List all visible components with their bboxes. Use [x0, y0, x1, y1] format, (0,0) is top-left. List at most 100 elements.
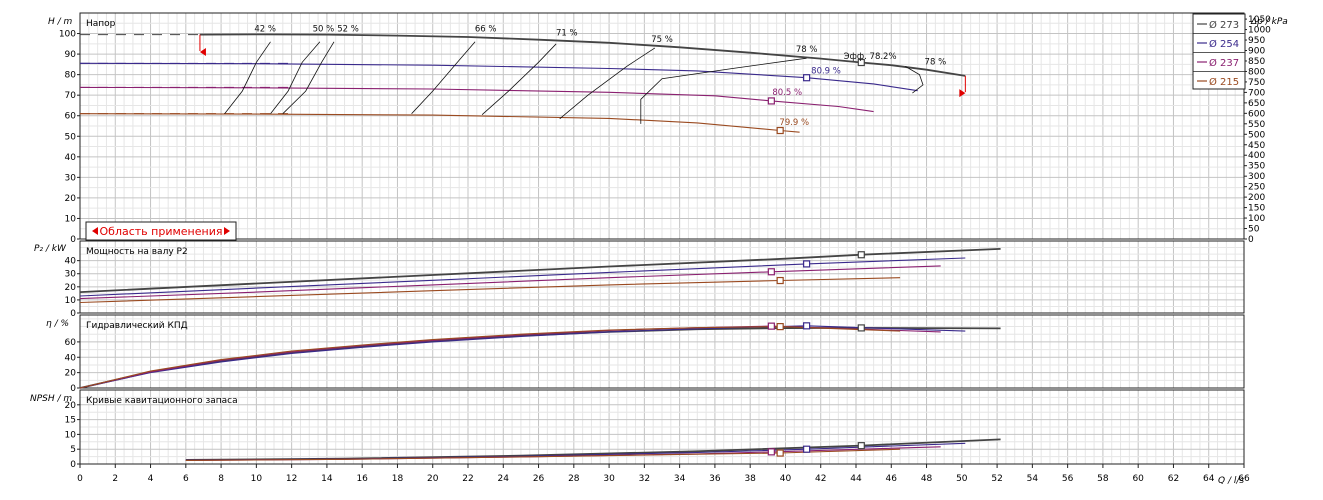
x-tick-label: 4	[148, 474, 154, 484]
x-tick-label: 8	[218, 474, 224, 484]
series-line	[79, 265, 941, 300]
x-tick-label: 58	[1097, 474, 1109, 484]
series-line	[79, 326, 901, 389]
right-tick-label: 900	[1248, 47, 1265, 57]
x-tick-label: 38	[744, 474, 756, 484]
right-tick-label: 700	[1248, 88, 1265, 98]
x-tick-label: 30	[603, 474, 615, 484]
y-tick-label: 60	[65, 112, 77, 122]
x-tick-label: 40	[780, 474, 792, 484]
curve-point-label: 79.9 %	[779, 118, 809, 128]
curve-layer	[79, 33, 1001, 461]
annotation-layer: 42 % 50 % 52 % 66 % 71 % 75 % 78 % Эфф. 78.2% 78…	[199, 24, 966, 128]
panel-frame	[79, 389, 1245, 465]
pressure-y-axis-label: Δp / kPa	[1250, 17, 1288, 27]
flow-x-axis-label: Q / l/s	[1218, 476, 1244, 486]
right-tick-label: 400	[1248, 151, 1265, 161]
right-tick-label: 50	[1248, 225, 1260, 235]
x-tick-label: 34	[674, 474, 686, 484]
bep-marker	[776, 126, 784, 135]
series-line	[79, 257, 966, 297]
iso-efficiency-curve	[640, 57, 807, 124]
iso-efficiency-curve	[224, 41, 271, 114]
bep-marker	[767, 97, 775, 105]
series-line	[199, 33, 966, 77]
y-tick-label: 20	[65, 369, 77, 379]
x-tick-label: 54	[1027, 474, 1039, 484]
panel-frame	[79, 12, 1245, 240]
series-line	[79, 113, 800, 133]
y-tick-label: 15	[65, 416, 76, 426]
axes-layer: 0102030405060708090100010203040020406005…	[59, 12, 1271, 484]
x-tick-label: 32	[639, 474, 650, 484]
y-tick-label: 20	[65, 401, 77, 411]
x-tick-label: 52	[991, 474, 1002, 484]
efficiency-panel-title: Гидравлический КПД	[86, 321, 188, 331]
x-tick-label: 24	[498, 474, 510, 484]
power-y-axis-label: P₂ / kW	[34, 244, 67, 254]
bep-marker	[776, 276, 784, 285]
iso-efficiency-label: 75 %	[651, 35, 673, 45]
right-tick-label: 300	[1248, 172, 1265, 182]
y-tick-label: 0	[70, 309, 76, 319]
y-tick-label: 10	[65, 214, 77, 224]
x-tick-label: 62	[1168, 474, 1179, 484]
iso-efficiency-curve	[411, 41, 476, 114]
range-start-arrow-icon	[199, 48, 206, 57]
x-tick-label: 42	[815, 474, 826, 484]
y-tick-label: 40	[65, 353, 77, 363]
iso-efficiency-curve	[282, 41, 335, 114]
iso-efficiency-label: Эфф. 78.2%	[844, 52, 897, 62]
range-right-arrow-icon	[224, 227, 230, 235]
right-tick-label: 850	[1248, 57, 1265, 67]
iso-efficiency-label: 78 %	[925, 57, 947, 67]
panel-frame	[79, 240, 1245, 314]
x-tick-label: 0	[77, 474, 83, 484]
y-tick-label: 0	[70, 460, 76, 470]
x-tick-label: 60	[1132, 474, 1144, 484]
x-tick-label: 36	[709, 474, 721, 484]
npsh-panel-title: Кривые кавитационного запаса	[86, 396, 238, 406]
grid-layer	[79, 12, 1245, 465]
iso-efficiency-curve	[559, 47, 656, 120]
efficiency-y-axis-label: η / %	[46, 319, 69, 329]
y-tick-label: 5	[70, 445, 76, 455]
bep-marker	[767, 268, 775, 276]
y-tick-label: 30	[65, 270, 77, 280]
legend: Ø 273 Ø 254 Ø 237 Ø 215	[1192, 13, 1246, 90]
y-tick-label: 0	[70, 384, 76, 394]
iso-efficiency-curve	[905, 66, 924, 94]
x-tick-label: 12	[286, 474, 297, 484]
power-panel-title: Мощность на валу P2	[86, 247, 188, 257]
x-tick-label: 64	[1203, 474, 1215, 484]
y-tick-label: 100	[59, 30, 76, 40]
x-tick-label: 28	[568, 474, 580, 484]
bep-marker	[857, 442, 865, 450]
legend-entry: Ø 254	[1209, 38, 1239, 50]
y-tick-label: 20	[65, 194, 77, 204]
application-range-box[interactable]: Область применения	[85, 221, 237, 241]
x-tick-label: 18	[392, 474, 404, 484]
x-tick-label: 44	[850, 474, 862, 484]
y-tick-label: 60	[65, 338, 77, 348]
x-tick-label: 46	[886, 474, 898, 484]
x-tick-label: 16	[356, 474, 368, 484]
legend-entry: Ø 215	[1209, 76, 1239, 88]
y-tick-label: 80	[65, 71, 77, 81]
bep-marker	[857, 58, 865, 67]
y-tick-label: 10	[65, 296, 77, 306]
x-tick-label: 2	[112, 474, 118, 484]
x-tick-label: 26	[533, 474, 545, 484]
right-tick-label: 250	[1248, 183, 1265, 193]
x-tick-label: 22	[462, 474, 473, 484]
right-tick-label: 750	[1248, 78, 1265, 88]
right-tick-label: 550	[1248, 120, 1265, 130]
y-tick-label: 50	[65, 132, 77, 142]
right-tick-label: 500	[1248, 130, 1265, 140]
iso-efficiency-label: 71 %	[556, 29, 578, 39]
range-end-arrow-icon	[959, 89, 966, 98]
right-tick-label: 100	[1248, 214, 1265, 224]
bep-marker	[776, 449, 784, 457]
right-tick-label: 0	[1248, 235, 1254, 245]
